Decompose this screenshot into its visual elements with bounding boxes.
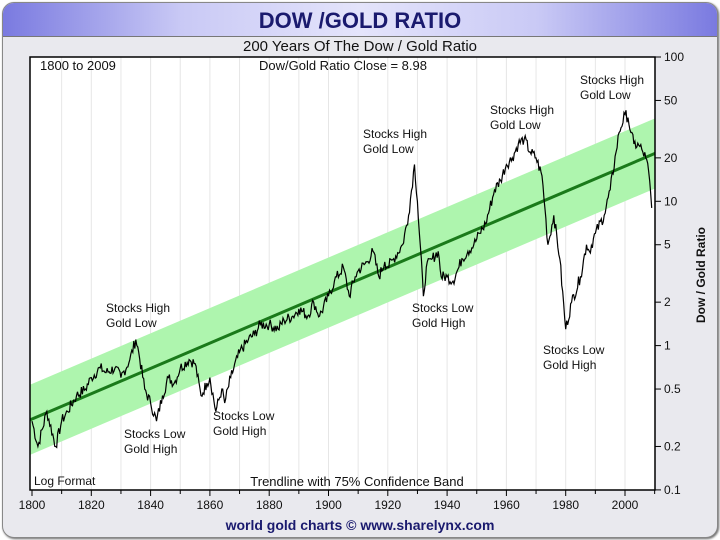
footer-credit: world gold charts © www.sharelynx.com — [225, 517, 495, 533]
y-tick-label: 20 — [664, 151, 678, 165]
annotation-line2: Gold Low — [363, 142, 414, 156]
annotation-line1: Stocks Low — [213, 409, 275, 423]
y-tick-label: 1 — [664, 339, 671, 353]
page-title: DOW /GOLD RATIO — [258, 8, 462, 33]
x-tick-label: 1920 — [374, 498, 401, 512]
y-tick-label: 10 — [664, 194, 678, 208]
x-tick-label: 1960 — [493, 498, 520, 512]
annotation-line1: Stocks Low — [543, 343, 605, 357]
annotation-line1: Stocks High — [363, 127, 427, 141]
annotation-line1: Stocks Low — [412, 301, 474, 315]
x-tick-label: 1800 — [19, 498, 46, 512]
annotation-line2: Gold High — [213, 424, 266, 438]
annotation-line2: Gold High — [543, 358, 596, 372]
annotation-line1: Stocks High — [106, 301, 170, 315]
annotation-line2: Gold High — [412, 316, 465, 330]
x-tick-label: 1860 — [197, 498, 224, 512]
y-axis-label: Dow / Gold Ratio — [694, 227, 708, 323]
annotation-line2: Gold Low — [490, 118, 541, 132]
x-tick-label: 1900 — [315, 498, 342, 512]
series-line-dow-gold — [31, 110, 653, 449]
y-tick-label: 2 — [664, 295, 671, 309]
y-tick-label: 0.1 — [664, 483, 681, 497]
range-label: 1800 to 2009 — [40, 58, 116, 73]
plot-border — [29, 56, 656, 491]
chart-title: 200 Years Of The Dow / Gold Ratio — [243, 38, 477, 55]
y-tick-label: 0.2 — [664, 439, 681, 453]
annotation-line2: Gold Low — [106, 316, 157, 330]
title-bar: DOW /GOLD RATIO — [3, 3, 717, 37]
y-tick-label: 0.5 — [664, 382, 681, 396]
annotation-line1: Stocks Low — [124, 427, 186, 441]
scale-label: Log Format — [34, 474, 96, 488]
y-tick-label: 50 — [664, 93, 678, 107]
x-tick-label: 2000 — [612, 498, 639, 512]
close-label: Dow/Gold Ratio Close = 8.98 — [259, 58, 427, 73]
x-tick-label: 1820 — [78, 498, 105, 512]
annotation-line2: Gold High — [124, 442, 177, 456]
annotation-line2: Gold Low — [580, 88, 631, 102]
band-label: Trendline with 75% Confidence Band — [250, 474, 463, 489]
annotation-line1: Stocks High — [490, 103, 554, 117]
y-tick-label: 100 — [664, 50, 684, 64]
trendline — [29, 152, 656, 422]
x-tick-label: 1980 — [552, 498, 579, 512]
y-tick-label: 5 — [664, 238, 671, 252]
x-tick-label: 1880 — [256, 498, 283, 512]
annotation-line1: Stocks High — [580, 73, 644, 87]
x-tick-label: 1940 — [434, 498, 461, 512]
x-tick-label: 1840 — [137, 498, 164, 512]
